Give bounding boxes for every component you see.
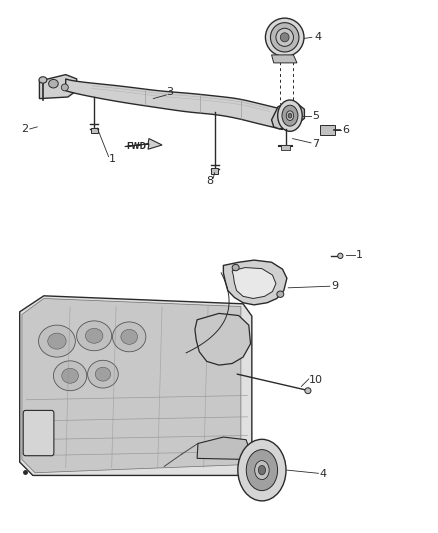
Ellipse shape	[278, 100, 302, 131]
Text: 8: 8	[207, 176, 214, 186]
Text: 5: 5	[312, 111, 319, 120]
Polygon shape	[272, 55, 297, 63]
Text: 9: 9	[332, 281, 339, 291]
Ellipse shape	[282, 105, 298, 126]
Ellipse shape	[95, 367, 110, 381]
Ellipse shape	[270, 22, 299, 52]
Ellipse shape	[276, 28, 293, 46]
Ellipse shape	[61, 84, 68, 91]
FancyBboxPatch shape	[320, 125, 335, 135]
Ellipse shape	[286, 111, 293, 120]
Ellipse shape	[39, 325, 75, 357]
Ellipse shape	[48, 333, 66, 349]
Ellipse shape	[85, 328, 103, 343]
Text: FWD: FWD	[127, 142, 147, 151]
Text: 1: 1	[356, 250, 363, 260]
Ellipse shape	[305, 388, 311, 393]
Ellipse shape	[113, 322, 146, 352]
Text: 7: 7	[312, 139, 319, 149]
Text: 2: 2	[21, 124, 28, 134]
Ellipse shape	[254, 461, 269, 480]
Ellipse shape	[121, 329, 138, 344]
Ellipse shape	[88, 360, 118, 388]
Polygon shape	[39, 75, 77, 99]
Polygon shape	[22, 298, 241, 473]
Text: 3: 3	[166, 87, 173, 97]
Ellipse shape	[280, 33, 289, 42]
Text: 4: 4	[320, 470, 327, 479]
Ellipse shape	[232, 264, 239, 271]
Text: 1: 1	[109, 154, 116, 164]
Polygon shape	[272, 102, 304, 129]
Ellipse shape	[53, 361, 87, 391]
Ellipse shape	[258, 465, 265, 475]
Ellipse shape	[277, 291, 284, 297]
FancyBboxPatch shape	[23, 410, 54, 456]
Ellipse shape	[62, 368, 78, 383]
Text: 4: 4	[314, 33, 321, 42]
FancyBboxPatch shape	[281, 145, 290, 150]
Ellipse shape	[238, 439, 286, 501]
Polygon shape	[125, 139, 162, 149]
Ellipse shape	[49, 79, 58, 88]
FancyBboxPatch shape	[211, 168, 218, 174]
FancyBboxPatch shape	[91, 128, 98, 133]
Ellipse shape	[265, 18, 304, 56]
Text: 6: 6	[343, 125, 350, 135]
Ellipse shape	[288, 114, 292, 118]
Ellipse shape	[338, 253, 343, 259]
Ellipse shape	[246, 450, 278, 490]
Polygon shape	[195, 313, 251, 365]
Polygon shape	[223, 260, 287, 305]
Polygon shape	[197, 437, 250, 459]
Polygon shape	[20, 296, 252, 475]
Ellipse shape	[39, 77, 47, 83]
Polygon shape	[66, 79, 283, 130]
Ellipse shape	[77, 321, 112, 351]
Polygon shape	[232, 268, 276, 298]
Text: 10: 10	[308, 375, 322, 385]
